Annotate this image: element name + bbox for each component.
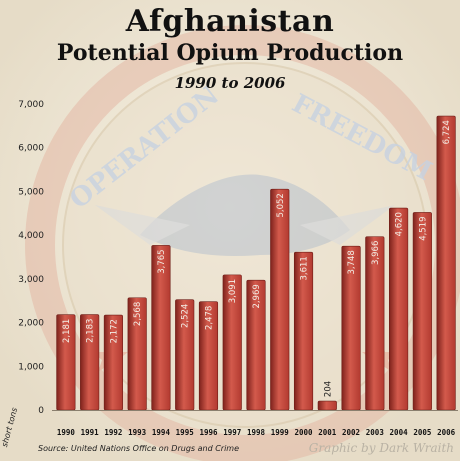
x-tick-label: 2000 [294, 428, 313, 437]
wing-right-icon [300, 205, 395, 245]
map-silhouette-icon [140, 174, 350, 256]
chart-title: Afghanistan [125, 4, 335, 39]
bar-value-label: 3,765 [157, 249, 167, 273]
bar-value-label: 5,052 [276, 193, 286, 217]
bar-value-label: 3,748 [347, 250, 357, 274]
y-tick-label: 0 [38, 406, 44, 416]
bar-value-label: 4,620 [395, 212, 405, 236]
bar-value-label: 2,181 [62, 319, 72, 343]
x-tick-label: 1992 [104, 428, 122, 437]
source-note: Source: United Nations Office on Drugs a… [38, 444, 240, 453]
graphic-credit: Graphic by Dark Wraith [308, 441, 454, 455]
chart-year-range: 1990 to 2006 [174, 74, 286, 92]
x-tick-label: 1993 [128, 428, 147, 437]
bar-2006 [436, 115, 456, 411]
x-tick-label: 1999 [271, 428, 290, 437]
bar-2004 [389, 207, 409, 411]
bar-value-label: 4,519 [418, 216, 428, 240]
y-tick-label: 5,000 [18, 187, 44, 197]
y-tick-label: 2,000 [18, 319, 44, 329]
y-tick-label: 6,000 [18, 144, 44, 154]
y-tick-label: 3,000 [18, 275, 44, 285]
bar-1999 [270, 188, 290, 411]
x-axis: 1990 1991 1992 1993 1994 1995 1996 1997 1998 1999… [52, 410, 458, 437]
bar-2001 [317, 400, 337, 411]
bar-value-label: 3,966 [371, 241, 381, 265]
bar-value-label: 6,724 [442, 120, 452, 144]
chart-subtitle: Potential Opium Production [56, 40, 404, 66]
x-tick-label: 1998 [247, 428, 266, 437]
bar-value-label: 2,568 [133, 302, 143, 326]
x-tick-label: 1990 [57, 428, 76, 437]
x-tick-label: 1991 [81, 428, 100, 437]
y-tick-label: 7,000 [18, 100, 44, 110]
bar-2005 [412, 212, 432, 411]
x-tick-label: 1996 [199, 428, 218, 437]
y-axis-label: short tons [0, 407, 19, 448]
bar-value-label: 3,091 [228, 279, 238, 303]
bar-value-label: 2,183 [86, 319, 96, 343]
x-tick-label: 2005 [413, 428, 431, 437]
bars: 2,181 2,183 2,172 2,568 3,765 2,524 2,478 3,091… [56, 115, 456, 411]
x-tick-label: 1995 [176, 428, 194, 437]
y-tick-label: 4,000 [18, 231, 44, 241]
wing-left-icon [95, 205, 190, 245]
x-tick-label: 1997 [223, 428, 241, 437]
bar-value-label: 2,524 [181, 304, 191, 328]
bar-value-label: 204 [323, 381, 333, 397]
y-axis: 0 1,000 2,000 3,000 4,000 5,000 6,000 7,000 shor… [0, 100, 44, 448]
bar-value-label: 2,172 [109, 319, 119, 343]
x-tick-label: 2006 [437, 428, 456, 437]
bar-value-label: 2,478 [204, 306, 214, 330]
x-tick-label: 2004 [390, 428, 409, 437]
bar-value-label: 3,611 [300, 256, 310, 280]
y-tick-label: 1,000 [18, 362, 44, 372]
x-tick-label: 2003 [366, 428, 385, 437]
x-tick-label: 1994 [152, 428, 171, 437]
x-tick-label: 2001 [318, 428, 337, 437]
bar-value-label: 2,969 [252, 284, 262, 308]
x-tick-label: 2002 [342, 428, 360, 437]
